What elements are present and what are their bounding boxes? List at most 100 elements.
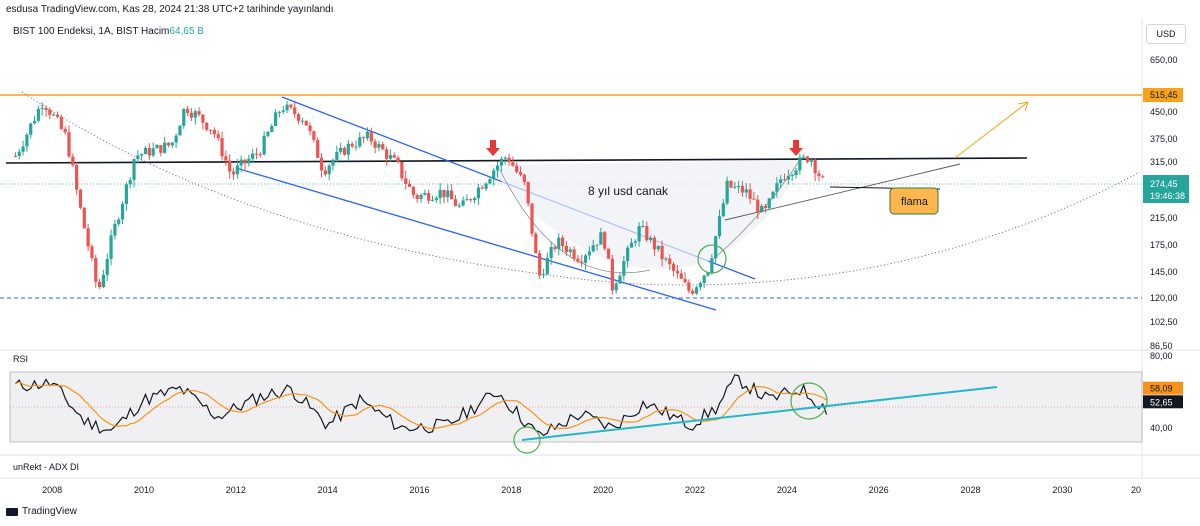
candle-body: [698, 282, 702, 288]
candle-body: [809, 159, 813, 162]
candle-body: [362, 137, 366, 139]
candle-body: [331, 159, 335, 166]
candle-body: [714, 236, 718, 259]
candle-body: [469, 199, 473, 201]
candle-body: [645, 225, 649, 241]
candle-body: [767, 198, 771, 209]
candle-body: [170, 142, 174, 146]
candle-body: [411, 186, 415, 195]
candle-body: [737, 185, 741, 187]
candle-body: [637, 226, 641, 242]
candle-body: [572, 249, 576, 259]
candle-body: [319, 157, 324, 171]
candle-body: [476, 187, 481, 199]
candle-body: [710, 258, 714, 273]
candle-body: [748, 189, 752, 199]
candle-body: [293, 107, 297, 115]
candles: [13, 100, 825, 296]
candle-body: [599, 232, 603, 245]
price-tick-label: 450,00: [1150, 107, 1178, 117]
candle-body: [377, 144, 381, 148]
candle-body: [515, 165, 519, 172]
symbol-legend: BIST 100 Endeksi, 1A, BIST Hacim64,65 B: [13, 26, 204, 37]
price-axis: 650,00 450,00 375,00 315,00 215,00 175,00 145,…: [1143, 55, 1189, 433]
down-arrow-icon: [486, 140, 500, 156]
candle-body: [813, 159, 817, 174]
pattern-label: 8 yıl usd canak: [588, 184, 669, 198]
candle-body: [155, 145, 159, 149]
candle-body: [729, 180, 733, 188]
candle-body: [649, 237, 653, 241]
brand-name: TradingView: [22, 506, 78, 517]
candle-body: [457, 205, 461, 207]
candle-body: [71, 156, 75, 166]
candle-body: [354, 146, 358, 148]
flag-line: [724, 163, 961, 221]
candle-body: [277, 111, 282, 113]
candle-body: [97, 281, 102, 288]
candle-body: [660, 245, 664, 260]
candle-body: [304, 120, 308, 126]
currency-button[interactable]: USD: [1146, 24, 1186, 44]
candle-body: [262, 135, 266, 155]
candle-body: [120, 203, 125, 220]
year-tick-label: 2010: [134, 485, 154, 495]
candle-body: [109, 235, 113, 260]
candle-body: [798, 157, 802, 171]
panel-backgrounds: [0, 18, 1200, 479]
candle-body: [427, 193, 431, 201]
rsi-ma-tag: [1143, 381, 1183, 395]
candle-body: [603, 232, 607, 249]
candle-body: [113, 223, 117, 236]
candle-body: [618, 275, 622, 284]
candle-body: [90, 246, 94, 259]
candle-body: [419, 194, 423, 199]
symbol-label: BIST 100 Endeksi, 1A, BIST: [13, 26, 139, 37]
rsi-last-label: 52,65: [1150, 397, 1173, 407]
candle-body: [415, 194, 419, 199]
candle-body: [687, 282, 691, 291]
price-tick-label: 650,00: [1150, 55, 1178, 65]
candle-body: [228, 160, 232, 172]
candle-body: [124, 184, 128, 204]
candle-body: [29, 123, 33, 135]
candle-body: [545, 257, 549, 275]
candle-body: [316, 140, 320, 158]
candle-body: [143, 147, 148, 155]
candle-body: [40, 107, 44, 109]
candle-body: [166, 142, 171, 146]
candle-body: [595, 244, 599, 246]
candle-body: [549, 247, 553, 258]
candle-body: [365, 131, 370, 139]
candle-body: [503, 157, 507, 159]
trendlines: [0, 91, 1142, 311]
candle-body: [763, 205, 768, 209]
rsi-ma-label: 58,09: [1150, 384, 1173, 394]
candle-body: [518, 171, 523, 175]
footer-brand[interactable]: TradingView: [6, 506, 77, 517]
candle-body: [610, 258, 614, 291]
candle-body: [557, 237, 561, 250]
price-tick-label: 86,50: [1150, 341, 1173, 351]
candle-body: [633, 241, 637, 243]
candle-body: [786, 175, 790, 180]
rsi-tick-label: 80,00: [1150, 351, 1173, 361]
candle-body: [163, 142, 167, 153]
candle-body: [775, 183, 779, 192]
rsi-line: [14, 374, 828, 437]
flag-callout-box: [889, 187, 939, 215]
candle-body: [626, 247, 630, 262]
candle-body: [583, 255, 588, 263]
candle-body: [48, 109, 52, 115]
candle-body: [201, 114, 205, 123]
candle-body: [281, 110, 285, 112]
long-term-arc: [21, 91, 1141, 286]
candle-body: [189, 112, 194, 118]
current-price-label: 274,45: [1150, 179, 1178, 189]
candle-body: [327, 165, 331, 175]
volume-value: 64,65 B: [169, 26, 204, 37]
candle-body: [254, 153, 259, 155]
rsi-low-circle: [513, 426, 541, 454]
candle-body: [656, 245, 660, 250]
